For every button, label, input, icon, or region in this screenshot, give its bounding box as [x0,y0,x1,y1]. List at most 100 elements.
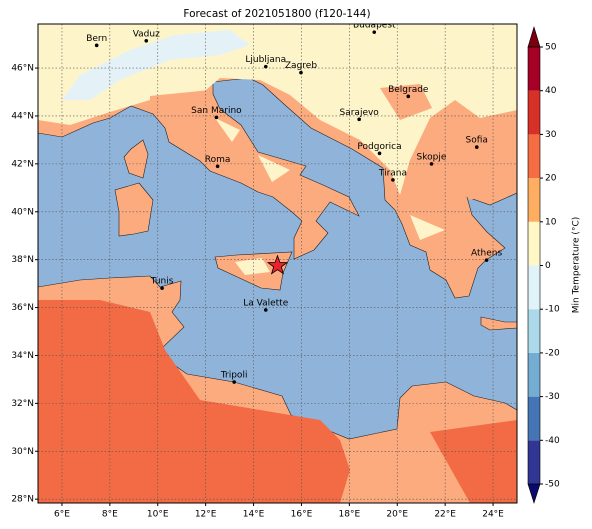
city-label: Bern [86,34,107,44]
city-label: La Valette [243,298,288,308]
x-tick-label: 20°E [386,510,408,520]
colorbar-tick-label: 10 [545,217,557,227]
x-tick-label: 10°E [147,510,169,520]
colorbar-tick-label: 40 [545,86,557,96]
city-dot [160,286,164,290]
corsica [123,139,149,179]
colorbar-tick-label: -20 [545,348,560,358]
cool-patch [410,215,445,240]
y-tick-label: 38°N [11,255,34,265]
y-tick-label: 40°N [11,207,34,217]
colorbar-tick-label: -10 [545,305,560,315]
y-tick-label: 28°N [11,495,34,505]
y-tick-label: 32°N [11,399,34,409]
x-tick-label: 24°E [482,510,504,520]
event-marker [266,254,289,275]
city-label: Sofia [466,136,488,146]
city-label: San Marino [191,106,242,116]
city-dot [144,38,149,43]
plot-frame [37,23,518,504]
colorbar-bin [528,134,540,179]
colorbar-tick-label: 30 [545,130,557,140]
colorbar-bin [528,265,540,310]
colorbar-bin [528,440,540,484]
colorbar-bin [528,396,540,441]
city-dot [357,117,361,122]
alps-cold [62,30,250,100]
city-dot [429,162,434,166]
colorbar-bin [528,90,540,135]
city-label: Zagreb [285,61,317,71]
x-tick-label: 8°E [102,510,118,520]
title: Forecast of 2021051800 (f120-144) [183,8,370,20]
city-label: Vaduz [133,29,160,39]
colorbar-bin [528,178,540,222]
city-dot [232,380,236,384]
colorbar-bin [528,47,540,91]
city-label: Belgrade [388,85,429,95]
y-tick-label: 42°N [11,159,34,169]
city-label: Sarajevo [340,108,380,118]
y-tick-label: 34°N [11,351,34,361]
y-tick-label: 36°N [11,303,34,313]
cool-patch [215,118,240,142]
colorbar-bin [528,221,540,266]
city-dot [484,258,489,262]
city-dot [263,64,268,69]
grid [38,24,517,503]
colorbar-label: Min Temperature (°C) [572,217,582,314]
city-label: Skopje [417,152,447,162]
crete [480,316,517,331]
city-label: Podgorica [357,142,401,152]
y-tick-label: 46°N [11,64,34,74]
colorbar-extend-under [527,483,541,504]
cool-patch [258,155,290,182]
warm-patch [150,90,214,106]
city-label: Roma [205,155,231,165]
city-label: Tripoli [220,371,248,381]
city-dot [263,308,268,312]
x-tick-label: 22°E [434,510,456,520]
city-dot [406,94,411,99]
hot-region [38,300,350,503]
colorbar-tick-label: 0 [545,261,551,271]
colorbar-tick-label: -30 [545,392,560,402]
city-dot [215,164,220,169]
colorbar-tick-label: -40 [545,436,560,446]
axes: 6°E 8°E 10°E 12°E 14°E 16°E 18°E 20°E 22°E 24°E 28… [11,64,504,520]
colorbar-extend-over [527,25,541,48]
city-label: Budapest [353,21,396,31]
city-dot [299,70,303,75]
warm-patch [440,165,500,200]
x-tick-label: 18°E [339,510,361,520]
city-dot [214,115,219,120]
sicily-cool [235,258,270,275]
colorbar-tick-label: 20 [545,174,557,184]
x-tick-label: 16°E [291,510,313,520]
city-dot [377,151,382,156]
city-dot [391,178,395,182]
colorbar-bin [528,309,540,353]
x-tick-label: 12°E [195,510,217,520]
colorbar-tick-label: -50 [545,480,560,490]
city-label: Tunis [150,277,174,287]
colorbar-tick-label: 50 [545,43,557,53]
city-label: Tirana [378,168,407,178]
colorbar: -50 -40 -30 -20 -10 0 10 20 30 40 50 [527,25,560,504]
colorbar-bin [528,352,540,397]
y-tick-label: 30°N [11,447,34,457]
hot-region [430,420,517,503]
city-label: Ljubljana [245,55,286,65]
y-tick-label: 44°N [11,111,34,121]
city-dot [372,30,377,34]
warm-patch [380,84,432,120]
city-dot [474,145,479,149]
sardinia [114,182,154,237]
x-tick-label: 6°E [54,510,70,520]
city-label: Athens [471,249,502,259]
x-tick-label: 14°E [243,510,265,520]
